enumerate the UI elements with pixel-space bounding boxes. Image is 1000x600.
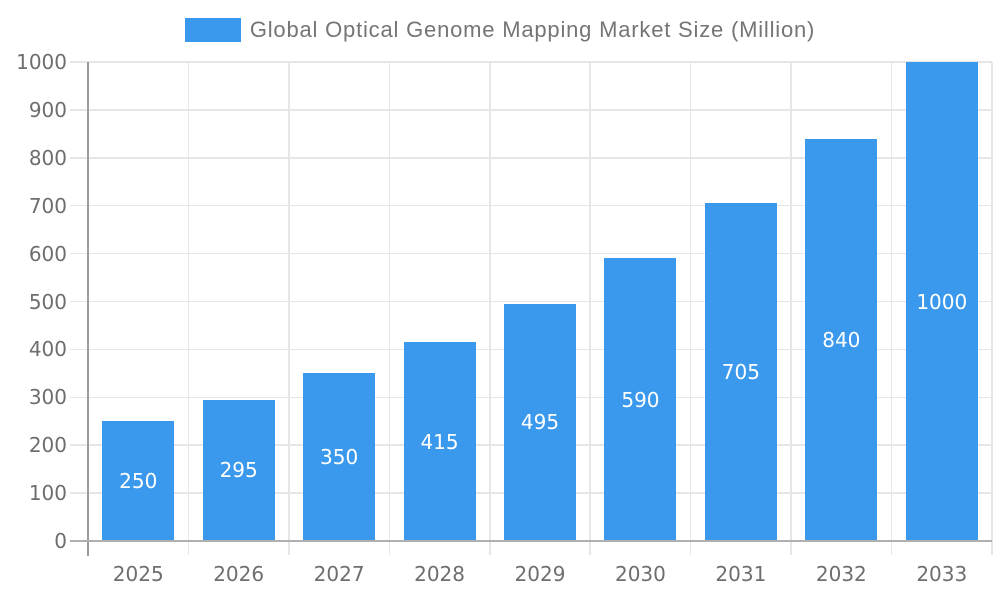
- bar-value-label: 250: [119, 469, 158, 494]
- y-tick: [70, 348, 88, 351]
- y-tick: [70, 61, 88, 63]
- h-gridline: [88, 61, 992, 63]
- y-tick-label: 700: [28, 193, 67, 218]
- y-tick: [70, 157, 88, 159]
- x-tick-label: 2031: [715, 562, 767, 586]
- legend-label: Global Optical Genome Mapping Market Siz…: [249, 17, 816, 42]
- v-gridline: [689, 62, 692, 555]
- y-tick-label: 1000: [16, 50, 67, 74]
- x-tick-label: 2033: [916, 562, 968, 586]
- bar: 350: [303, 373, 376, 541]
- bar: 1000: [905, 62, 978, 541]
- bar-value-label: 350: [320, 445, 359, 470]
- bar: 590: [604, 258, 677, 541]
- bar-value-label: 1000: [916, 289, 968, 314]
- h-gridline: [88, 252, 992, 255]
- x-tick-label: 2029: [514, 562, 566, 586]
- h-gridline: [88, 157, 992, 159]
- h-gridline: [88, 300, 992, 303]
- y-tick: [70, 109, 88, 111]
- h-gridline: [88, 109, 992, 111]
- y-tick: [70, 252, 88, 255]
- bar-value-label: 415: [420, 429, 459, 454]
- v-gridline: [589, 62, 591, 555]
- bar-value-label: 590: [621, 387, 660, 412]
- y-tick-label: 600: [28, 241, 67, 266]
- x-tick-label: 2030: [614, 562, 666, 586]
- bar-value-label: 840: [822, 327, 861, 352]
- v-gridline: [991, 62, 993, 555]
- x-tick-label: 2026: [213, 562, 265, 586]
- y-tick-label: 900: [28, 97, 67, 122]
- v-gridline: [790, 62, 792, 555]
- y-tick: [70, 396, 88, 399]
- h-gridline: [88, 204, 992, 207]
- y-tick-label: 0: [54, 529, 67, 553]
- bar-value-label: 705: [721, 360, 760, 385]
- y-tick-label: 800: [28, 145, 67, 170]
- x-tick-label: 2032: [815, 562, 867, 586]
- y-tick-label: 400: [28, 337, 67, 362]
- v-gridline: [388, 62, 391, 555]
- bar-value-label: 495: [520, 410, 560, 435]
- y-tick: [70, 300, 88, 303]
- x-tick-label: 2028: [414, 562, 465, 586]
- v-gridline: [489, 62, 491, 555]
- y-tick: [70, 204, 88, 207]
- v-gridline: [187, 62, 190, 555]
- v-gridline: [890, 62, 893, 555]
- y-tick: [70, 444, 88, 446]
- bar: 840: [805, 138, 878, 541]
- x-axis-line: [70, 540, 992, 542]
- y-tick: [70, 492, 88, 494]
- y-tick-label: 500: [28, 289, 67, 314]
- v-gridline: [288, 62, 290, 555]
- y-tick-label: 300: [28, 385, 67, 410]
- y-tick-label: 100: [28, 481, 67, 506]
- x-tick-label: 2025: [112, 562, 164, 586]
- bar: 705: [704, 203, 777, 541]
- bar: 250: [102, 421, 175, 541]
- bar: 495: [504, 303, 576, 541]
- x-tick-label: 2027: [313, 562, 365, 586]
- legend: Global Optical Genome Mapping Market Siz…: [0, 17, 1000, 43]
- bar-value-label: 295: [219, 458, 258, 483]
- y-tick-label: 200: [28, 433, 67, 458]
- y-axis-line: [87, 62, 89, 556]
- legend-swatch: [184, 18, 241, 42]
- bar: 415: [403, 342, 476, 541]
- bar: 295: [202, 399, 275, 541]
